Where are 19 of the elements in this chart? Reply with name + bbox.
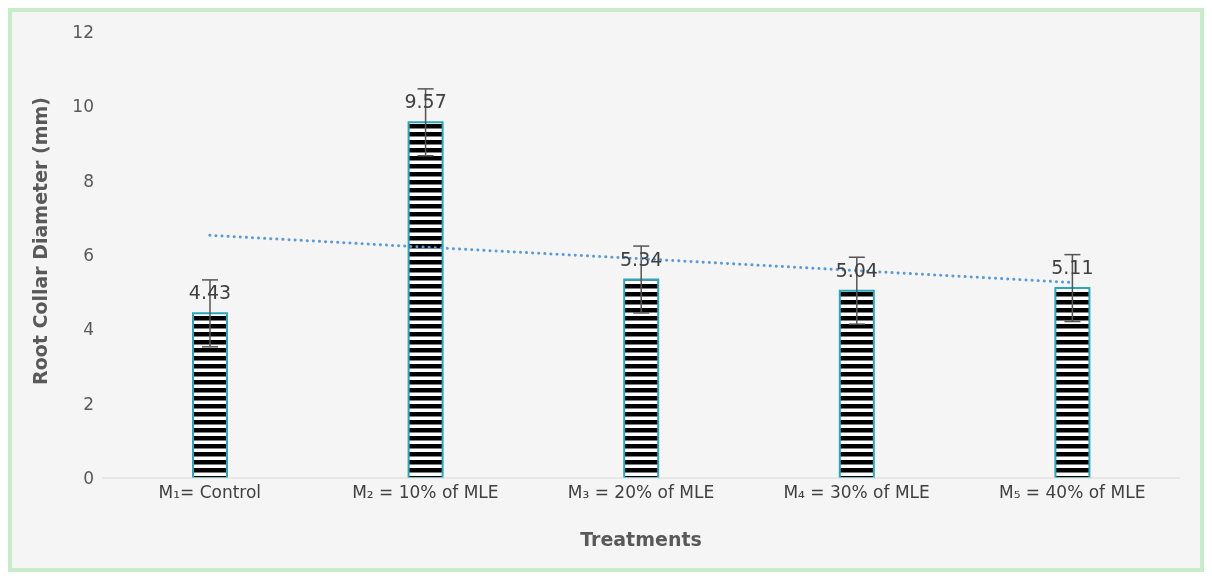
bar	[623, 278, 660, 478]
x-axis-title: Treatments	[580, 528, 702, 550]
y-tick-label: 8	[83, 170, 94, 191]
x-tick-label: M₂ = 10% of MLE	[352, 482, 499, 503]
bar	[838, 289, 875, 478]
bar	[407, 121, 444, 478]
y-axis-title: Root Collar Diameter (mm)	[28, 97, 51, 385]
x-tick-label: M₅ = 40% of MLE	[999, 482, 1146, 503]
y-tick-label: 12	[72, 22, 94, 43]
x-tick-label: M₄ = 30% of MLE	[783, 482, 930, 503]
x-tick-label: M₃ = 20% of MLE	[567, 482, 715, 503]
y-tick-label: 4	[83, 319, 94, 340]
y-tick-label: 6	[83, 245, 94, 266]
bar	[192, 312, 228, 478]
y-tick-label: 10	[72, 96, 94, 117]
bar	[1054, 287, 1091, 478]
y-tick-label: 0	[83, 468, 94, 489]
x-tick-label: M₁= Control	[158, 482, 262, 503]
y-tick-label: 2	[83, 393, 94, 414]
